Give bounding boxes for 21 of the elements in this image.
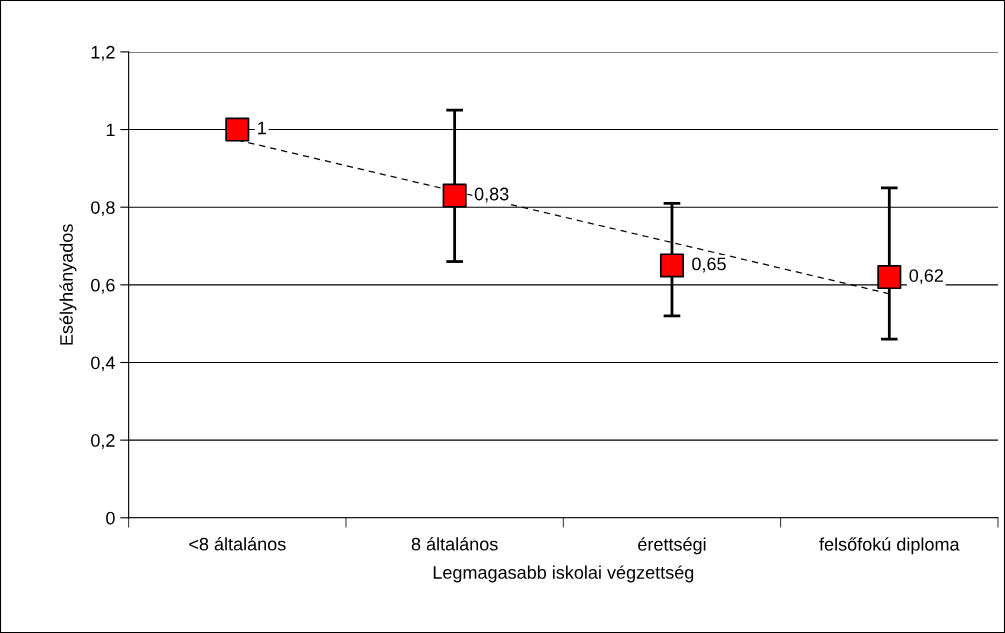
data-label: 0,65 (692, 257, 726, 273)
point (442, 183, 467, 208)
x-axis-title: Legmagasabb iskolai végzettség (433, 565, 694, 583)
y-axis-title: Esélyhányados (59, 224, 77, 345)
x-tick-label: felsőfokú diploma (819, 537, 960, 555)
y-tick-label: 0,4 (91, 356, 115, 372)
x-tick-label: 8 általános (411, 537, 498, 551)
y-tick-label: 0,8 (91, 201, 115, 217)
point (225, 117, 250, 142)
x-tick-label: <8 általános (189, 537, 286, 551)
x-tick-label: érettségi (638, 537, 706, 555)
y-tick-label: 1,2 (91, 45, 115, 61)
y-tick-label: 0 (106, 511, 115, 525)
data-label: 0,83 (474, 187, 509, 203)
point (877, 265, 902, 290)
point (659, 253, 685, 278)
y-tick-label: 0,2 (91, 434, 115, 449)
data-label: 0,62 (909, 269, 943, 285)
y-tick-label: 1 (106, 123, 115, 137)
y-tick-label: 0,6 (91, 278, 115, 294)
data-label: 1 (258, 121, 266, 135)
